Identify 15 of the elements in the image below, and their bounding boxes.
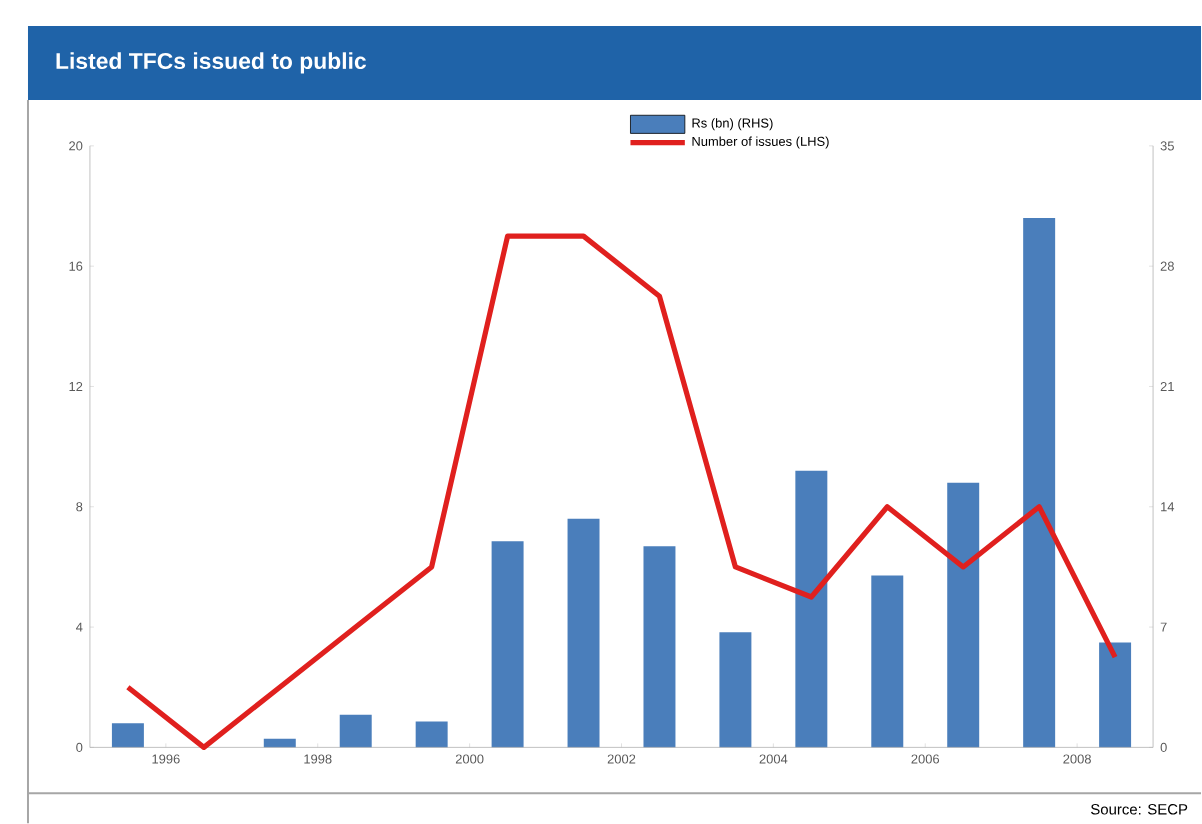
bar — [491, 540, 524, 748]
chart-title: Listed TFCs issued to public — [56, 52, 366, 74]
line-series — [125, 233, 1118, 750]
bar — [643, 546, 676, 748]
bar — [795, 470, 828, 748]
bar — [111, 723, 144, 748]
bar — [871, 575, 904, 748]
bar — [947, 482, 980, 748]
bar — [339, 714, 372, 748]
bar — [263, 738, 296, 748]
bar — [719, 632, 752, 748]
bar — [567, 518, 600, 748]
bar — [1099, 642, 1132, 748]
bar — [1023, 217, 1056, 748]
bar — [415, 721, 448, 748]
